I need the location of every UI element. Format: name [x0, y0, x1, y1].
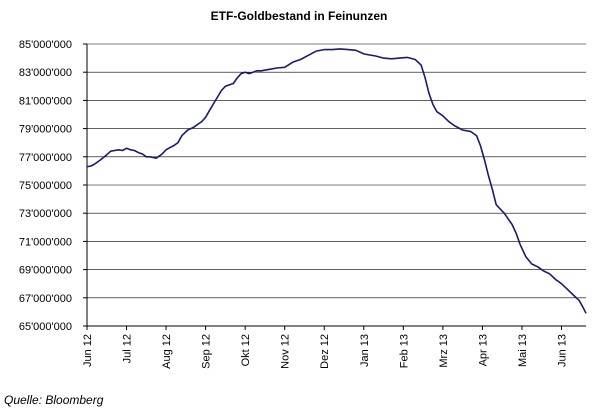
y-tick-label: 75'000'000 — [19, 180, 72, 192]
chart-title: ETF-Goldbestand in Feinunzen — [210, 9, 388, 23]
x-tick-label: Okt 12 — [240, 334, 252, 366]
x-tick-label: Feb 13 — [398, 334, 410, 368]
x-tick-label: Aug 12 — [161, 334, 173, 369]
x-tick-label: Jan 13 — [359, 334, 371, 367]
x-tick-label: Apr 13 — [477, 334, 489, 366]
y-tick-label: 85'000'000 — [19, 39, 72, 51]
y-tick-label: 73'000'000 — [19, 208, 72, 220]
y-tick-label: 83'000'000 — [19, 67, 72, 79]
x-tick-label: Jun 12 — [82, 334, 94, 367]
y-tick-label: 81'000'000 — [19, 95, 72, 107]
y-tick-label: 67'000'000 — [19, 293, 72, 305]
y-tick-label: 77'000'000 — [19, 152, 72, 164]
x-tick-label: Dez 12 — [319, 334, 331, 369]
x-tick-label: Mai 13 — [517, 334, 529, 367]
x-tick-label: Jul 12 — [122, 334, 134, 363]
source-note: Quelle: Bloomberg — [4, 393, 104, 407]
x-tick-label: Nov 12 — [280, 334, 292, 369]
y-tick-label: 79'000'000 — [19, 124, 72, 136]
x-tick-label: Jun 13 — [556, 334, 568, 367]
series-line — [86, 48, 587, 314]
y-tick-label: 65'000'000 — [19, 321, 72, 333]
x-tick-label: Sep 12 — [201, 334, 213, 369]
x-tick-label: Mrz 13 — [438, 334, 450, 368]
y-tick-label: 69'000'000 — [19, 265, 72, 277]
y-tick-label: 71'000'000 — [19, 236, 72, 248]
